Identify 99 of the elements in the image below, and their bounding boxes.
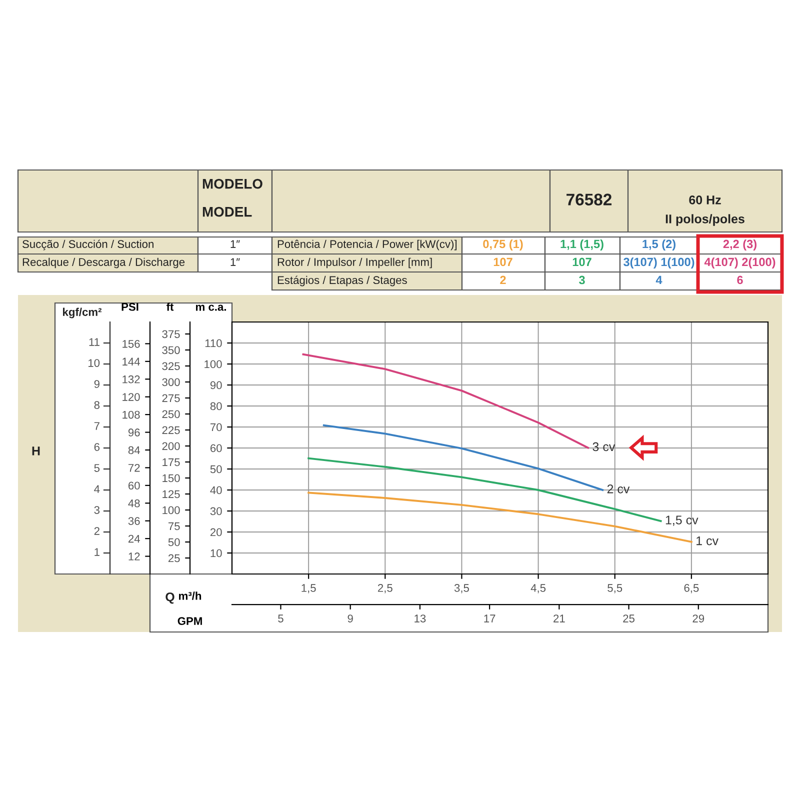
- y2-tick-label: 50: [168, 538, 180, 546]
- x-axis-title: m³/h: [179, 592, 202, 600]
- y2-tick-label: 375: [162, 330, 180, 338]
- text: 3: [94, 506, 100, 514]
- y3-axis-title: PSI: [122, 302, 138, 311]
- x2-tick-label: 13: [414, 614, 426, 622]
- y3-tick-label: 12: [128, 552, 140, 560]
- y-axis-title: m c.a.: [196, 304, 226, 311]
- text: 2: [500, 276, 506, 284]
- text: 1,1 (1,5): [560, 239, 604, 251]
- y-tick-label: 80: [210, 402, 222, 410]
- y2-axis-title: ft: [166, 302, 174, 311]
- x2-axis-title: GPM: [178, 617, 202, 625]
- x2-tick-label: 21: [554, 614, 565, 622]
- text: 107: [494, 258, 512, 266]
- text: 6: [737, 276, 743, 284]
- y2-tick-label: 300: [162, 378, 180, 386]
- text: Sucção / Succión / Suction: [22, 240, 154, 250]
- y-tick-label: 10: [210, 549, 222, 558]
- y2-tick-label: 325: [162, 362, 180, 370]
- y2-tick-label: 275: [162, 394, 180, 402]
- y3-tick-label: 24: [128, 534, 140, 543]
- text: 5: [94, 464, 100, 472]
- text: 6: [94, 443, 100, 451]
- x-tick-label: 4,5: [530, 584, 546, 594]
- x2-tick-label: 5: [278, 614, 284, 622]
- y3-tick-label: 144: [122, 358, 140, 366]
- y2-tick-label: 250: [162, 410, 180, 418]
- text: 8: [94, 401, 100, 409]
- y-tick-label: 90: [210, 381, 222, 390]
- text: 4: [94, 485, 100, 493]
- x2-tick-label: 9: [348, 614, 353, 622]
- text: H: [32, 446, 40, 456]
- text: 60 Hz: [689, 196, 721, 204]
- series-label: 1 cv: [696, 536, 718, 546]
- x-tick-label: 3,5: [454, 584, 469, 594]
- y2-tick-label: 175: [162, 458, 180, 466]
- text: 2: [94, 527, 100, 535]
- y3-tick-label: 96: [128, 428, 140, 436]
- y3-tick-label: 120: [122, 393, 140, 401]
- text: 4(107) 2(100): [704, 257, 776, 269]
- text: 107: [572, 258, 592, 266]
- y3-tick-label: 108: [122, 410, 140, 419]
- y3-tick-label: 60: [128, 482, 140, 490]
- x-tick-label: 6,5: [684, 584, 699, 594]
- series-label: 1,5 cv: [666, 516, 698, 526]
- y2-tick-label: 75: [168, 522, 180, 530]
- text: MODELO: [202, 178, 262, 189]
- text: Rotor / Impulsor / Impeller [mm]: [278, 258, 432, 268]
- text: 0,75 (1): [483, 239, 523, 251]
- y2-tick-label: 350: [162, 346, 180, 354]
- y2-tick-label: 25: [168, 554, 180, 562]
- text: 1″: [230, 258, 240, 266]
- series-label: 2 cv: [607, 484, 630, 494]
- y2-tick-label: 100: [162, 506, 180, 514]
- text: kgf/cm²: [63, 308, 102, 318]
- text: MODEL: [202, 206, 252, 217]
- y3-tick-label: 132: [122, 375, 140, 384]
- y2-tick-label: 200: [162, 442, 180, 450]
- text: II polos/poles: [666, 214, 744, 226]
- text: 9: [94, 380, 100, 388]
- y-tick-label: 40: [210, 486, 222, 494]
- y3-tick-label: 36: [128, 517, 140, 525]
- y3-tick-label: 48: [128, 499, 140, 508]
- y-tick-label: 20: [210, 528, 222, 536]
- text: 1,5 (2): [642, 239, 676, 251]
- series-label: 3 cv: [592, 442, 616, 452]
- x2-tick-label: 17: [484, 614, 496, 622]
- y2-tick-label: 225: [162, 426, 180, 434]
- x-tick-label: 5,5: [608, 584, 622, 594]
- text: 11: [89, 338, 100, 346]
- y-tick-label: 30: [210, 507, 222, 516]
- text: 3: [578, 276, 585, 284]
- text: Estágios / Etapas / Stages: [278, 276, 407, 286]
- text: 3(107) 1(100): [624, 257, 694, 269]
- x-tick-label: 1,5: [302, 584, 316, 594]
- text: 76582: [566, 194, 612, 206]
- y2-tick-label: 125: [162, 490, 180, 498]
- y-tick-label: 60: [210, 444, 222, 452]
- text: 7: [94, 422, 100, 430]
- text: 1″: [230, 240, 240, 248]
- text: 4: [656, 276, 662, 284]
- y-tick-label: 50: [210, 465, 222, 474]
- text: Potência / Potencia / Power [kW(cv)]: [278, 240, 457, 250]
- text: 10: [88, 359, 100, 367]
- x2-tick-label: 25: [623, 614, 634, 622]
- x2-tick-label: 29: [692, 614, 704, 622]
- x-tick-label: 2,5: [378, 584, 392, 594]
- y2-tick-label: 150: [162, 474, 180, 482]
- text: 1: [94, 548, 100, 556]
- y-tick-label: 70: [210, 423, 222, 432]
- text: 2,2 (3): [723, 239, 756, 251]
- y3-tick-label: 156: [122, 340, 140, 348]
- y-tick-label: 110: [205, 339, 222, 348]
- text: Recalque / Descarga / Discharge: [22, 258, 185, 268]
- text: Q: [166, 592, 174, 604]
- y3-tick-label: 72: [128, 464, 140, 472]
- y3-tick-label: 84: [128, 446, 140, 454]
- y-tick-label: 100: [204, 360, 222, 368]
